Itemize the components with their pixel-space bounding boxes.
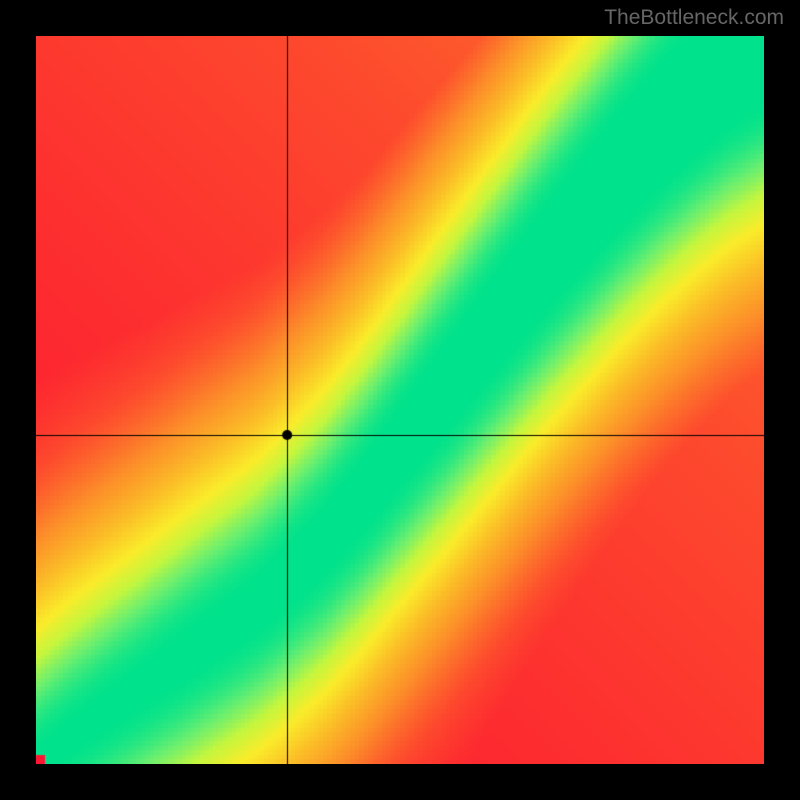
- bottleneck-heatmap: [36, 36, 764, 764]
- attribution-text: TheBottleneck.com: [604, 6, 784, 30]
- heatmap-canvas: [36, 36, 764, 764]
